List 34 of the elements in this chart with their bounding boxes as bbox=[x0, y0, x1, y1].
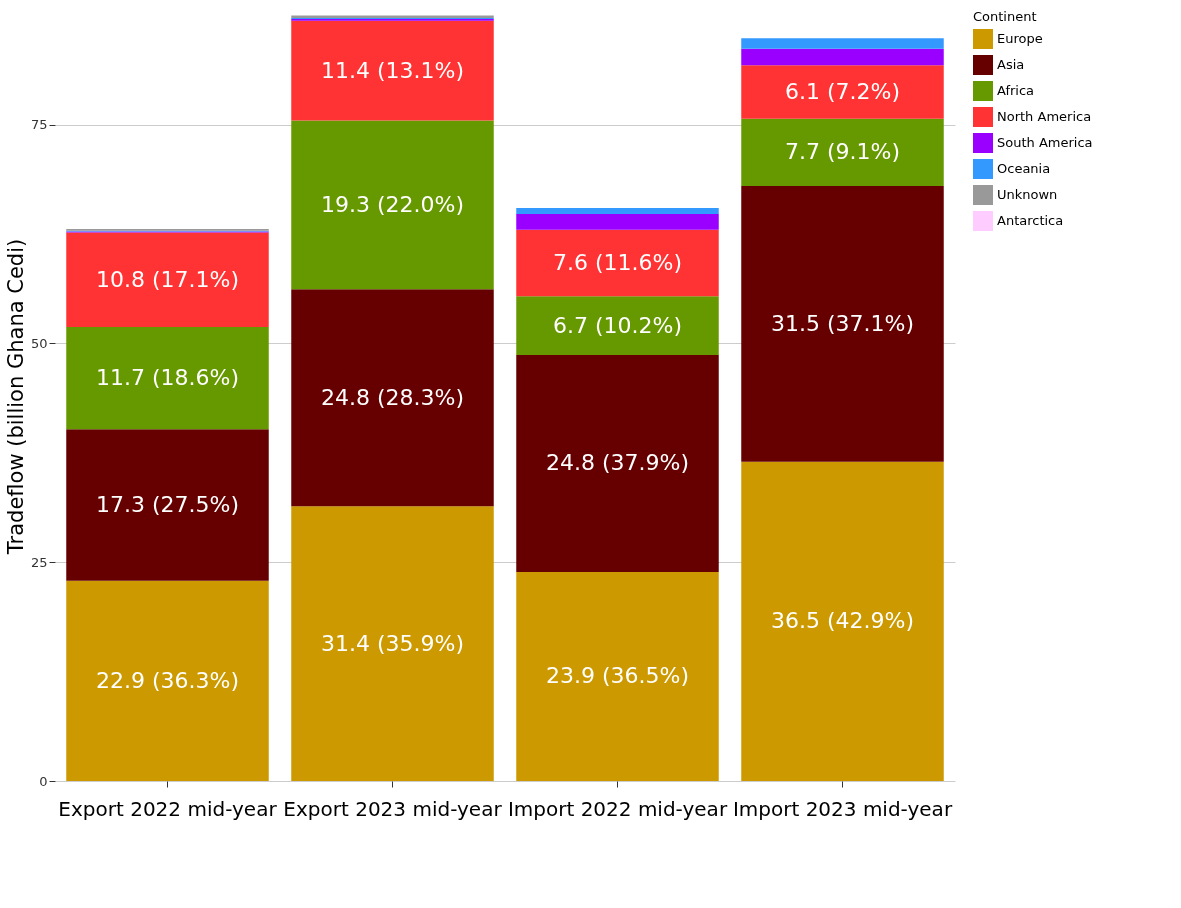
legend-label: Antarctica bbox=[997, 213, 1064, 228]
legend-label: South America bbox=[997, 135, 1093, 150]
data-label: 31.4 (35.9%) bbox=[320, 630, 465, 656]
y-tick-label: 25 bbox=[30, 554, 48, 570]
legend-label: Europe bbox=[997, 31, 1043, 46]
data-label: 22.9 (36.3%) bbox=[95, 667, 240, 693]
data-label: 7.7 (9.1%) bbox=[784, 139, 901, 165]
legend-label: Oceania bbox=[997, 161, 1051, 176]
legend-title: Continent bbox=[973, 9, 1037, 24]
data-label: 11.4 (13.1%) bbox=[320, 57, 465, 83]
data-label: 36.5 (42.9%) bbox=[770, 608, 915, 634]
data-label: 24.8 (28.3%) bbox=[320, 384, 465, 410]
y-axis-title: Tradeflow (billion Ghana Cedi) bbox=[3, 238, 28, 556]
data-label: 6.1 (7.2%) bbox=[784, 78, 901, 104]
data-label: 17.3 (27.5%) bbox=[95, 491, 240, 517]
x-tick-label: Export 2022 mid-year bbox=[58, 796, 278, 821]
data-label: 31.5 (37.1%) bbox=[770, 310, 915, 336]
legend-label: North America bbox=[997, 109, 1092, 124]
data-label: 24.8 (37.9%) bbox=[545, 450, 690, 476]
legend-label: Africa bbox=[997, 83, 1035, 98]
legend-label: Asia bbox=[997, 57, 1025, 72]
data-label: 23.9 (36.5%) bbox=[545, 663, 690, 689]
x-tick-label: Export 2023 mid-year bbox=[283, 796, 503, 821]
data-label: 10.8 (17.1%) bbox=[95, 266, 240, 292]
x-tick-label: Import 2022 mid-year bbox=[507, 796, 728, 821]
y-tick-label: 0 bbox=[39, 773, 48, 789]
data-label: 6.7 (10.2%) bbox=[552, 312, 683, 338]
x-tick-label: Import 2023 mid-year bbox=[732, 796, 953, 821]
data-label: 7.6 (11.6%) bbox=[552, 250, 683, 275]
data-label: 19.3 (22.0%) bbox=[320, 191, 465, 217]
legend-label: Unknown bbox=[997, 187, 1058, 202]
y-tick-label: 50 bbox=[30, 336, 48, 351]
y-tick-label: 75 bbox=[30, 117, 48, 133]
data-label: 11.7 (18.6%) bbox=[95, 365, 240, 391]
